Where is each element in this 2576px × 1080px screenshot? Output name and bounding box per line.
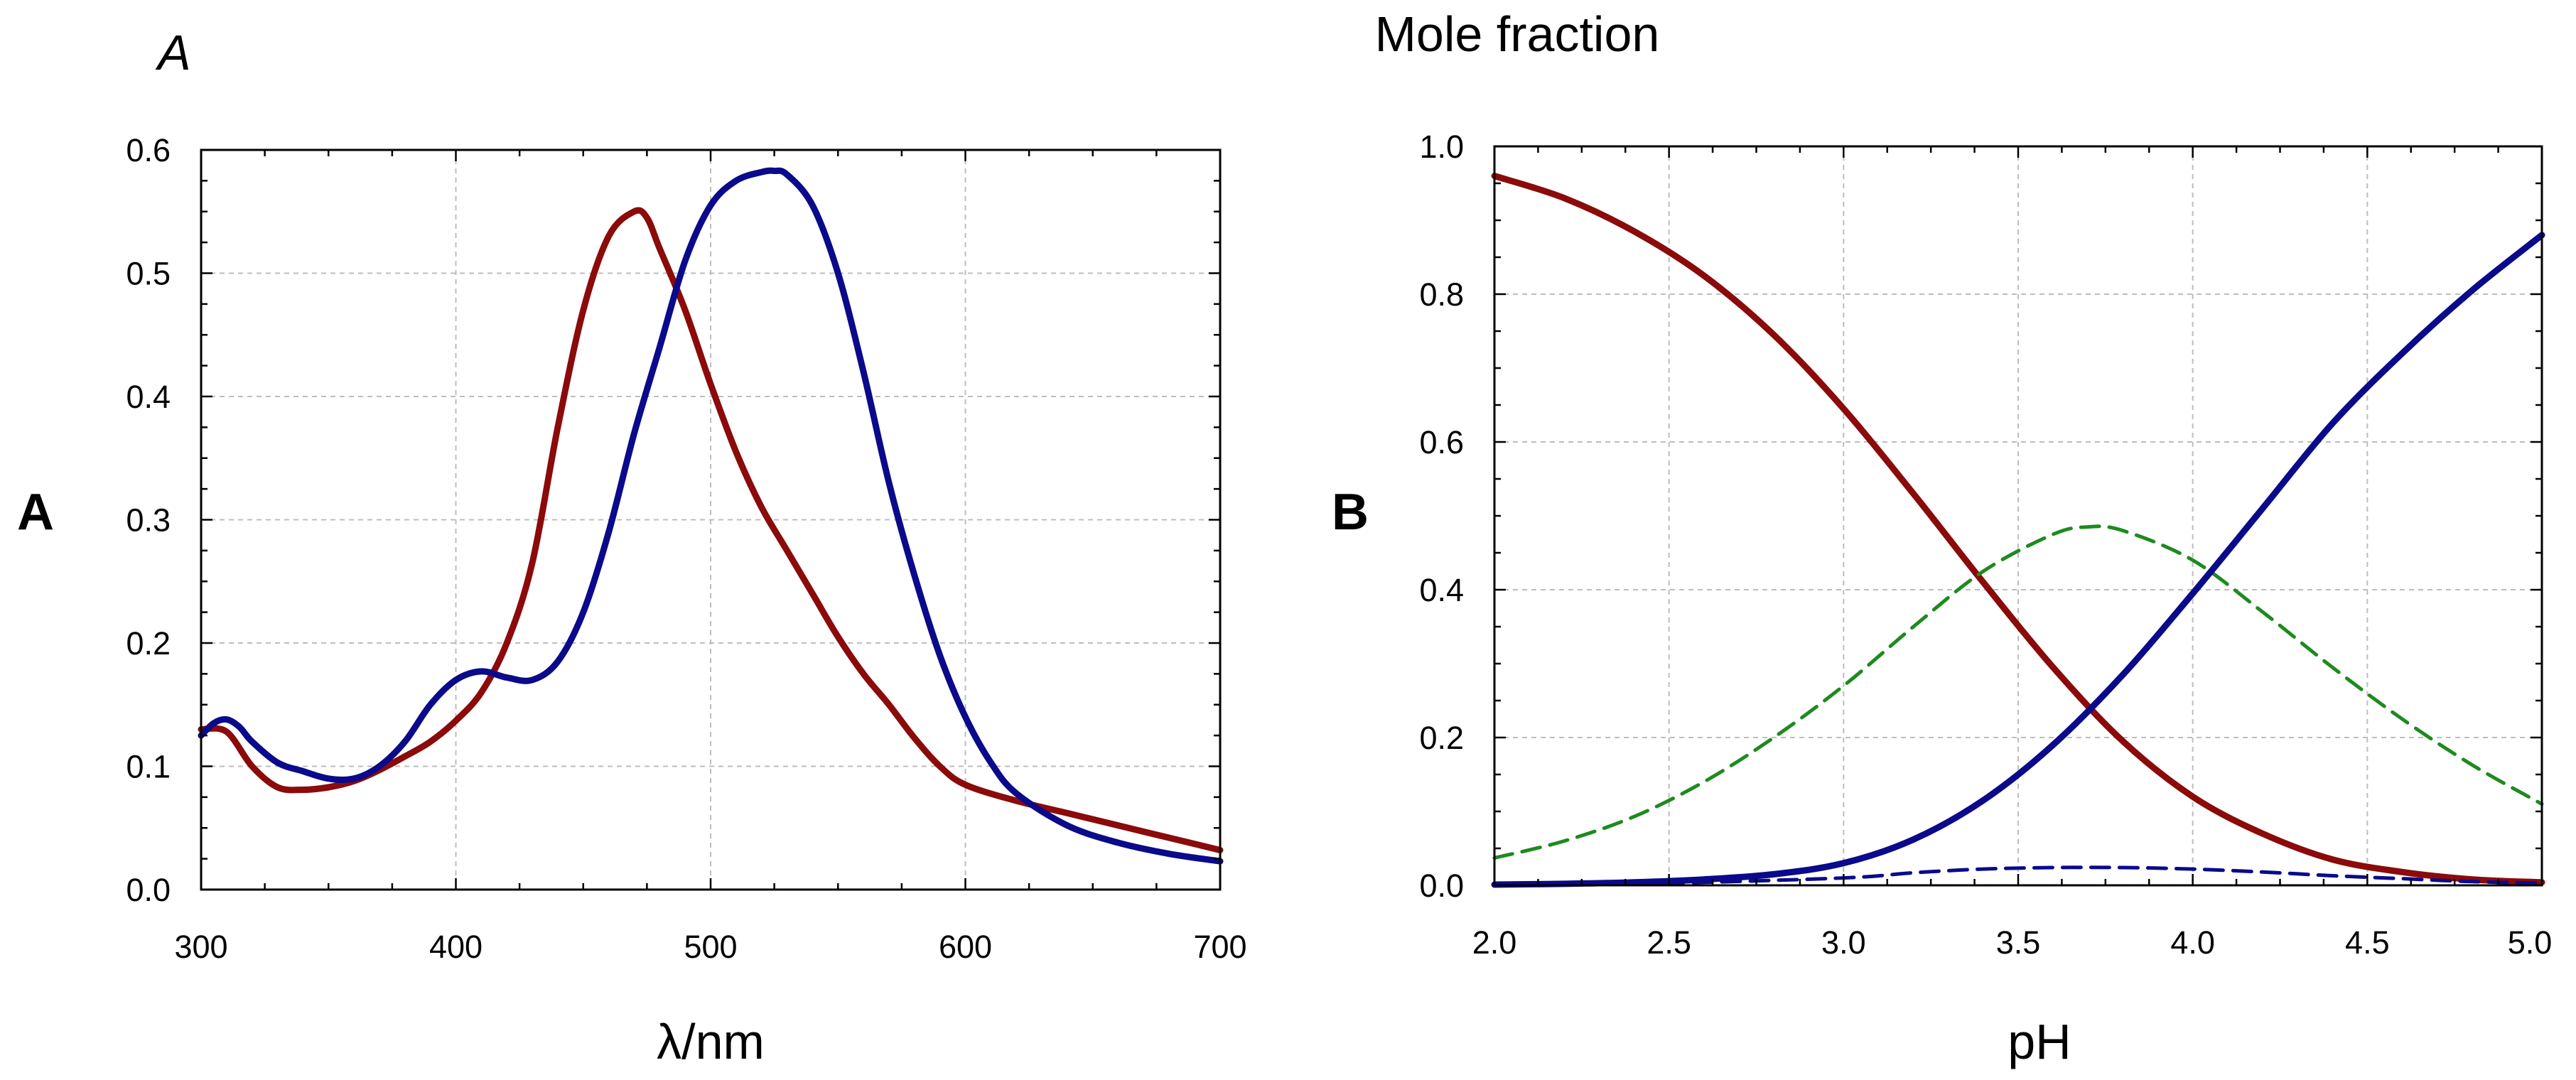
panel-b-x-tick-label: 2.5 <box>1647 924 1691 961</box>
panel-b-gridlines <box>1494 146 2542 885</box>
panel-b-x-tick-labels: 2.0 2.5 3.0 3.5 4.0 4.5 5.0 <box>1472 924 2553 961</box>
panel-a-ticks <box>200 148 1222 891</box>
panel-b-label: B <box>1332 484 1369 541</box>
panel-a-x-tick-label: 700 <box>1193 929 1246 965</box>
panel-a-y-axis-title: A <box>155 25 191 80</box>
panel-a-series-spectrum-blue <box>198 167 1224 865</box>
panel-a-label: A <box>17 484 54 541</box>
panel-b-series-fraction-red <box>1491 173 2545 886</box>
panel-a-y-tick-label: 0.3 <box>126 502 171 539</box>
panel-b-ticks <box>1493 145 2543 887</box>
panel-b-y-tick-label: 0.4 <box>1419 572 1464 608</box>
panel-a-y-tick-label: 0.1 <box>126 749 171 785</box>
panel-a-x-tick-label: 600 <box>939 929 992 965</box>
panel-b-series <box>1491 173 2545 888</box>
panel-a-spectra-chart: A A λ/nm 300 400 500 600 700 0.0 0.1 0.2… <box>17 25 1247 1069</box>
panel-a-x-axis-title: λ/nm <box>657 1014 765 1069</box>
panel-a-x-tick-label: 500 <box>684 929 737 965</box>
panel-b-x-tick-label: 4.5 <box>2345 924 2390 961</box>
panel-b-x-tick-label: 3.5 <box>1996 924 2041 961</box>
panel-a-x-tick-labels: 300 400 500 600 700 <box>174 929 1246 965</box>
panel-a-y-tick-label: 0.4 <box>126 379 171 415</box>
panel-b-y-tick-label: 0.8 <box>1419 276 1464 313</box>
panel-b-y-axis-title: Mole fraction <box>1375 6 1660 62</box>
panel-b-x-tick-label: 4.0 <box>2170 924 2215 961</box>
panel-b-y-tick-label: 1.0 <box>1419 129 1464 165</box>
panel-b-series-fraction-blue-small <box>1492 865 2544 887</box>
panel-a-series <box>198 167 1224 865</box>
panel-b-x-tick-label: 3.0 <box>1821 924 1866 961</box>
panel-a-y-tick-label: 0.2 <box>126 625 171 662</box>
panel-a-y-tick-label: 0.6 <box>126 132 171 168</box>
panel-a-y-tick-labels: 0.0 0.1 0.2 0.3 0.4 0.5 0.6 <box>126 132 171 908</box>
panel-b-series-fraction-blue <box>1491 232 2545 888</box>
panel-b-y-tick-labels: 0.0 0.2 0.4 0.6 0.8 1.0 <box>1419 129 1464 904</box>
panel-a-x-tick-label: 300 <box>174 929 227 965</box>
panel-b-y-tick-label: 0.2 <box>1419 720 1464 756</box>
panel-b-y-tick-label: 0.6 <box>1419 424 1464 460</box>
panel-a-y-tick-label: 0.5 <box>126 256 171 292</box>
panel-a-y-tick-label: 0.0 <box>126 872 171 908</box>
panel-b-mole-fraction-chart: B Mole fraction pH 2.0 2.5 3.0 3.5 4.0 4… <box>1332 6 2552 1069</box>
panel-b-x-tick-label: 2.0 <box>1472 924 1517 961</box>
panel-a-gridlines <box>201 150 1220 890</box>
panel-b-x-tick-label: 5.0 <box>2508 924 2553 961</box>
panel-b-y-tick-label: 0.0 <box>1419 868 1464 904</box>
panel-b-x-axis-title: pH <box>2008 1014 2071 1069</box>
panel-a-x-tick-label: 400 <box>429 929 483 965</box>
panel-b-series-fraction-green <box>1492 524 2544 860</box>
